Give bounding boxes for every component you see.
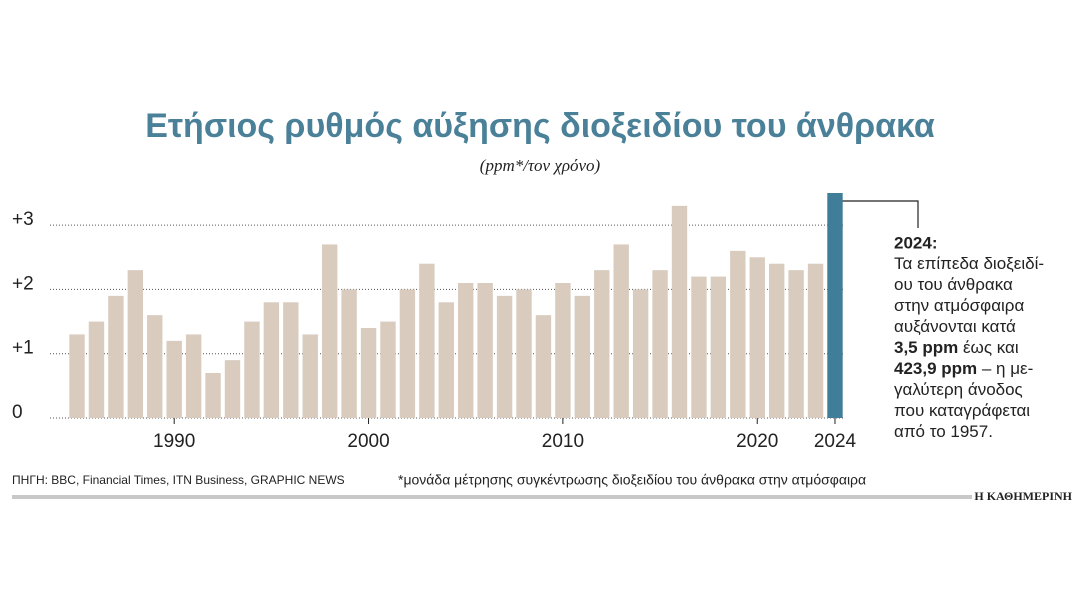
- bar: [574, 295, 591, 418]
- bar: [69, 334, 85, 418]
- bar: [438, 302, 454, 418]
- annotation-segment: από το 1957.: [894, 422, 993, 441]
- bar: [399, 289, 416, 418]
- bar: [594, 270, 610, 418]
- annotation-line: αυξάνονται κατά: [894, 317, 1016, 336]
- annotation-segment: ου του άνθρακα: [894, 275, 1013, 294]
- annotation-segment: έως και: [958, 338, 1019, 357]
- bar: [127, 270, 144, 418]
- bar: [244, 321, 260, 418]
- brand: Η ΚΑΘΗΜΕΡΙΝΗ: [974, 489, 1072, 503]
- bar: [283, 302, 299, 418]
- footnote: *μονάδα μέτρησης συγκέντρωσης διοξειδίου…: [398, 472, 866, 488]
- bar: [380, 321, 396, 418]
- bar: [788, 270, 804, 418]
- bar: [185, 334, 202, 418]
- bar: [88, 321, 105, 418]
- x-tick-label: 2020: [736, 431, 778, 452]
- bar: [613, 244, 629, 418]
- bar: [496, 295, 513, 418]
- annotation-line: Τα επίπεδα διοξειδί-: [894, 254, 1044, 273]
- bar: [360, 328, 377, 418]
- chart-subtitle: (ppm*/τον χρόνο): [480, 156, 601, 175]
- bar: [205, 373, 221, 418]
- annotation-segment: 3,5 ppm: [894, 338, 958, 357]
- bar: [108, 295, 124, 418]
- annotation-line: από το 1957.: [894, 422, 993, 441]
- bar: [147, 315, 163, 418]
- bar: [302, 334, 318, 418]
- annotation-segment: στην ατμόσφαιρα: [894, 296, 1024, 315]
- bar: [477, 283, 493, 418]
- bar: [730, 250, 746, 418]
- x-tick-label: 2010: [542, 431, 584, 452]
- bar: [419, 263, 435, 418]
- bar: [768, 263, 785, 418]
- footer-rule: [12, 495, 972, 499]
- bar: [341, 289, 357, 418]
- bar: [671, 205, 688, 418]
- annotation-segment: γαλύτερη άνοδος: [894, 380, 1023, 399]
- bar: [807, 263, 824, 418]
- bar: [263, 302, 280, 418]
- annotation-segment: αυξάνονται κατά: [894, 317, 1016, 336]
- x-tick-label: 2024: [814, 431, 857, 452]
- source: ΠΗΓΗ: BBC, Financial Times, ITN Business…: [12, 473, 345, 487]
- bar: [458, 283, 474, 418]
- y-tick-label: +2: [12, 273, 34, 294]
- annotation-segment: – η με-: [977, 359, 1033, 378]
- y-tick-label: +1: [12, 338, 34, 359]
- bar: [710, 276, 727, 418]
- bar: [632, 289, 649, 418]
- bar: [535, 315, 552, 418]
- annotation-line: 423,9 ppm – η με-: [894, 359, 1033, 378]
- bar: [321, 244, 338, 418]
- bar: [166, 340, 182, 418]
- leader-line: [840, 200, 919, 228]
- bar: [749, 257, 765, 418]
- bar: [827, 193, 843, 418]
- annotation-line: γαλύτερη άνοδος: [894, 380, 1023, 399]
- annotation-title: 2024:: [894, 233, 937, 252]
- annotation-line: ου του άνθρακα: [894, 275, 1013, 294]
- y-tick-label: +3: [12, 209, 34, 230]
- y-tick-label: 0: [12, 402, 23, 423]
- annotation-segment: 423,9 ppm: [894, 359, 977, 378]
- annotation-line: στην ατμόσφαιρα: [894, 296, 1024, 315]
- bar: [652, 270, 668, 418]
- annotation: 2024: Τα επίπεδα διοξειδί-ου του άνθρακα σ…: [894, 233, 1044, 441]
- annotation-segment: που καταγράφεται: [894, 401, 1030, 420]
- bar: [224, 360, 241, 418]
- annotation-segment: Τα επίπεδα διοξειδί-: [894, 254, 1044, 273]
- bar: [691, 276, 707, 418]
- x-tick-label: 1990: [153, 431, 195, 452]
- bar: [555, 283, 571, 418]
- chart-title: Ετήσιος ρυθμός αύξησης διοξειδίου του άν…: [145, 107, 935, 145]
- annotation-line: 3,5 ppm έως και: [894, 338, 1019, 357]
- annotation-line: που καταγράφεται: [894, 401, 1030, 420]
- x-tick-label: 2000: [347, 431, 389, 452]
- bar: [516, 289, 532, 418]
